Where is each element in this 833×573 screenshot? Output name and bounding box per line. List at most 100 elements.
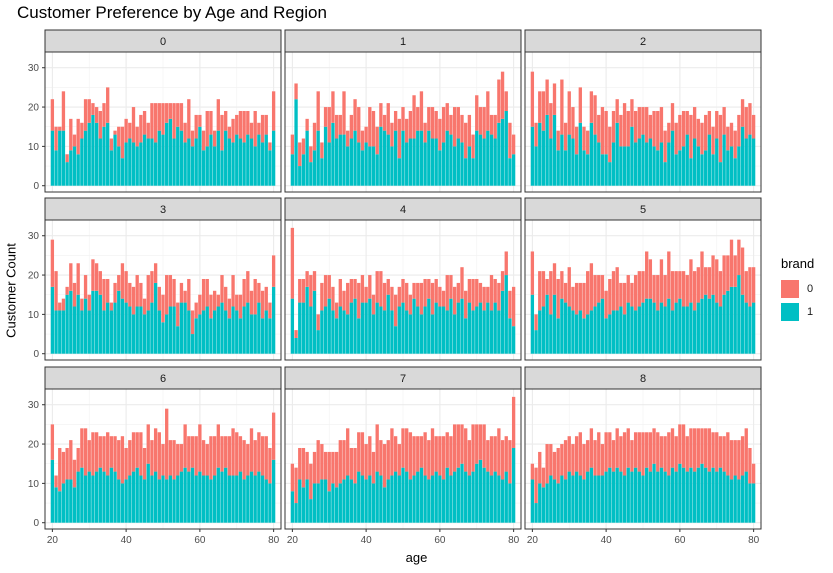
bar-brand-0 (726, 126, 730, 151)
bar-brand-1 (586, 154, 590, 186)
bar-brand-0 (452, 286, 457, 315)
bar-brand-0 (567, 91, 571, 135)
bar-brand-1 (360, 150, 365, 186)
bar-brand-0 (375, 271, 379, 303)
bar-brand-1 (593, 475, 597, 523)
bar-brand-0 (434, 110, 438, 139)
bar-brand-0 (597, 275, 601, 303)
bar-brand-1 (700, 463, 704, 523)
bar-brand-1 (305, 130, 309, 186)
bar-brand-0 (456, 282, 460, 303)
bar-brand-1 (301, 487, 306, 523)
bar-brand-0 (58, 302, 62, 311)
bar-brand-0 (423, 122, 427, 143)
bar-brand-0 (696, 428, 700, 468)
bar-brand-1 (268, 150, 272, 186)
bar-brand-1 (357, 318, 361, 354)
bar-brand-0 (626, 110, 630, 147)
bar-brand-1 (449, 298, 453, 354)
bar-brand-0 (511, 134, 516, 155)
bar-brand-1 (390, 146, 394, 186)
bar-brand-1 (249, 138, 254, 186)
bar-brand-0 (216, 294, 220, 307)
bar-brand-0 (633, 275, 638, 311)
bar-brand-0 (641, 107, 645, 135)
bar-brand-0 (489, 114, 494, 135)
bar-brand-0 (678, 424, 682, 464)
bar-brand-1 (242, 142, 246, 186)
bar-brand-1 (707, 471, 712, 523)
bar-brand-0 (150, 103, 154, 139)
bar-brand-0 (91, 103, 95, 115)
bar-brand-1 (674, 471, 678, 523)
bar-brand-1 (257, 471, 261, 523)
bar-brand-1 (652, 302, 656, 354)
bar-brand-0 (109, 302, 114, 311)
bar-brand-1 (445, 310, 449, 354)
bar-brand-0 (593, 275, 597, 307)
bar-brand-1 (338, 483, 342, 523)
panel-border (284, 51, 522, 193)
bar-brand-0 (678, 114, 682, 151)
bar-brand-1 (715, 302, 719, 354)
bar-brand-1 (648, 138, 653, 186)
bar-brand-0 (445, 275, 449, 311)
bar-brand-1 (452, 146, 457, 186)
bar-brand-0 (726, 255, 730, 291)
bar-brand-1 (430, 475, 435, 523)
bar-brand-1 (663, 306, 667, 354)
bar-brand-1 (368, 298, 372, 354)
bar-brand-1 (312, 150, 317, 186)
facet-panel-0: 0 0 10 20 30 (28, 29, 282, 193)
bar-brand-1 (696, 302, 700, 354)
bar-brand-1 (722, 294, 726, 354)
bar-brand-0 (578, 282, 582, 311)
bar-brand-0 (76, 118, 80, 155)
bar-brand-1 (641, 134, 645, 186)
bar-brand-0 (489, 275, 494, 311)
bar-brand-0 (497, 79, 501, 123)
bar-brand-1 (257, 302, 261, 354)
bar-brand-1 (87, 310, 91, 354)
bar-brand-1 (161, 475, 165, 523)
bar-brand-1 (102, 310, 106, 354)
bar-brand-1 (456, 467, 460, 523)
bar-brand-0 (194, 114, 198, 139)
bar-brand-0 (441, 436, 446, 480)
bar-brand-0 (346, 282, 350, 315)
y-tick-label: 20 (28, 271, 40, 282)
bar-brand-0 (681, 110, 686, 147)
bar-brand-1 (464, 158, 468, 186)
bar-brand-0 (124, 447, 128, 480)
bar-brand-0 (633, 110, 638, 143)
bar-brand-1 (641, 475, 645, 523)
bar-brand-1 (637, 306, 641, 354)
bar-brand-1 (475, 306, 479, 354)
panel-border (524, 388, 762, 530)
bar-brand-0 (187, 99, 191, 139)
bar-brand-0 (179, 444, 184, 472)
bar-brand-1 (563, 479, 568, 523)
bar-brand-1 (486, 130, 490, 186)
bar-brand-0 (198, 294, 202, 315)
bar-brand-1 (212, 146, 217, 186)
bar-brand-0 (611, 110, 616, 143)
bar-brand-0 (102, 103, 106, 127)
bar-brand-0 (61, 451, 66, 484)
bar-brand-1 (65, 162, 69, 186)
bar-brand-1 (401, 302, 405, 354)
bar-brand-0 (486, 286, 490, 303)
bar-brand-1 (582, 479, 586, 523)
bar-brand-0 (504, 251, 508, 276)
bar-brand-1 (94, 471, 99, 523)
facet-strip-label: 8 (640, 373, 646, 385)
bar-brand-1 (157, 479, 161, 523)
bar-brand-1 (106, 122, 110, 186)
bar-brand-0 (549, 444, 553, 476)
bar-brand-1 (353, 483, 357, 523)
bar-brand-0 (452, 424, 457, 472)
bar-brand-1 (751, 302, 756, 354)
bar-brand-1 (235, 475, 239, 523)
bar-brand-1 (405, 471, 409, 523)
bar-brand-1 (615, 310, 619, 354)
